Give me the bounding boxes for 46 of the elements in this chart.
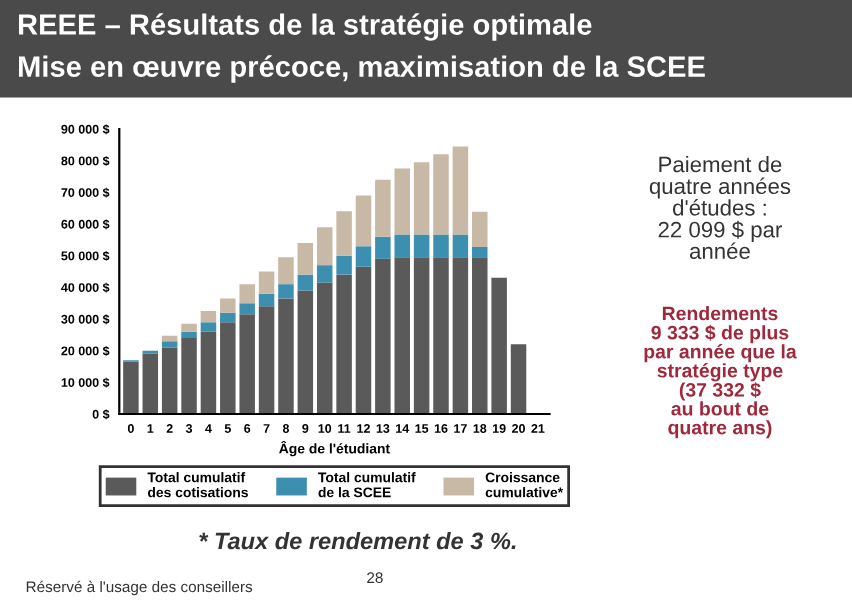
bar: [452, 146, 469, 235]
bar: [278, 298, 294, 414]
bar: [316, 265, 333, 283]
bar: [355, 266, 372, 414]
bar: [200, 311, 217, 323]
bar: [123, 361, 139, 414]
bar: [200, 322, 217, 332]
bar: [413, 257, 430, 414]
bar: [200, 331, 217, 414]
bar: [297, 290, 314, 414]
text: Paiement de quatre années d'études : 22 099 $ par année: [649, 156, 791, 260]
bar: [278, 257, 294, 285]
bar: [297, 243, 314, 275]
bar: [433, 257, 449, 414]
bar: [355, 246, 372, 267]
bar: [316, 282, 333, 414]
bar: [472, 247, 488, 258]
bar: [452, 257, 469, 414]
bar: [181, 331, 197, 338]
bar: [452, 234, 469, 258]
bar: [278, 284, 294, 299]
bar: [336, 274, 352, 414]
bar: [510, 344, 527, 414]
bar: [161, 335, 178, 342]
bar: [258, 271, 275, 294]
bar: [161, 341, 178, 348]
bar: [258, 306, 275, 414]
bar: [336, 211, 352, 256]
bar: [142, 353, 159, 414]
bar: [472, 211, 488, 248]
bar: [413, 162, 430, 235]
bar: [433, 234, 449, 258]
bar: [161, 347, 178, 414]
bar: [258, 293, 275, 307]
chart-subtitle: Mise en œuvre précoce, maximisation de la SCEE: [18, 55, 705, 83]
bar: [433, 154, 449, 235]
bar: [297, 274, 314, 291]
text: * Taux de rendement de 3 %.: [199, 531, 516, 550]
bar: [336, 255, 352, 275]
bar: [181, 338, 197, 414]
text: Rendements 9 333 $ de plus par année que la stratégie type (37 332 $ au bout de quatre ans): [644, 306, 797, 439]
bar: [181, 323, 197, 332]
bar: [316, 227, 333, 266]
bar: [355, 195, 372, 247]
chart-title: REEE – Résultats de la stratégie optimale: [18, 13, 592, 41]
bar: [413, 234, 430, 258]
